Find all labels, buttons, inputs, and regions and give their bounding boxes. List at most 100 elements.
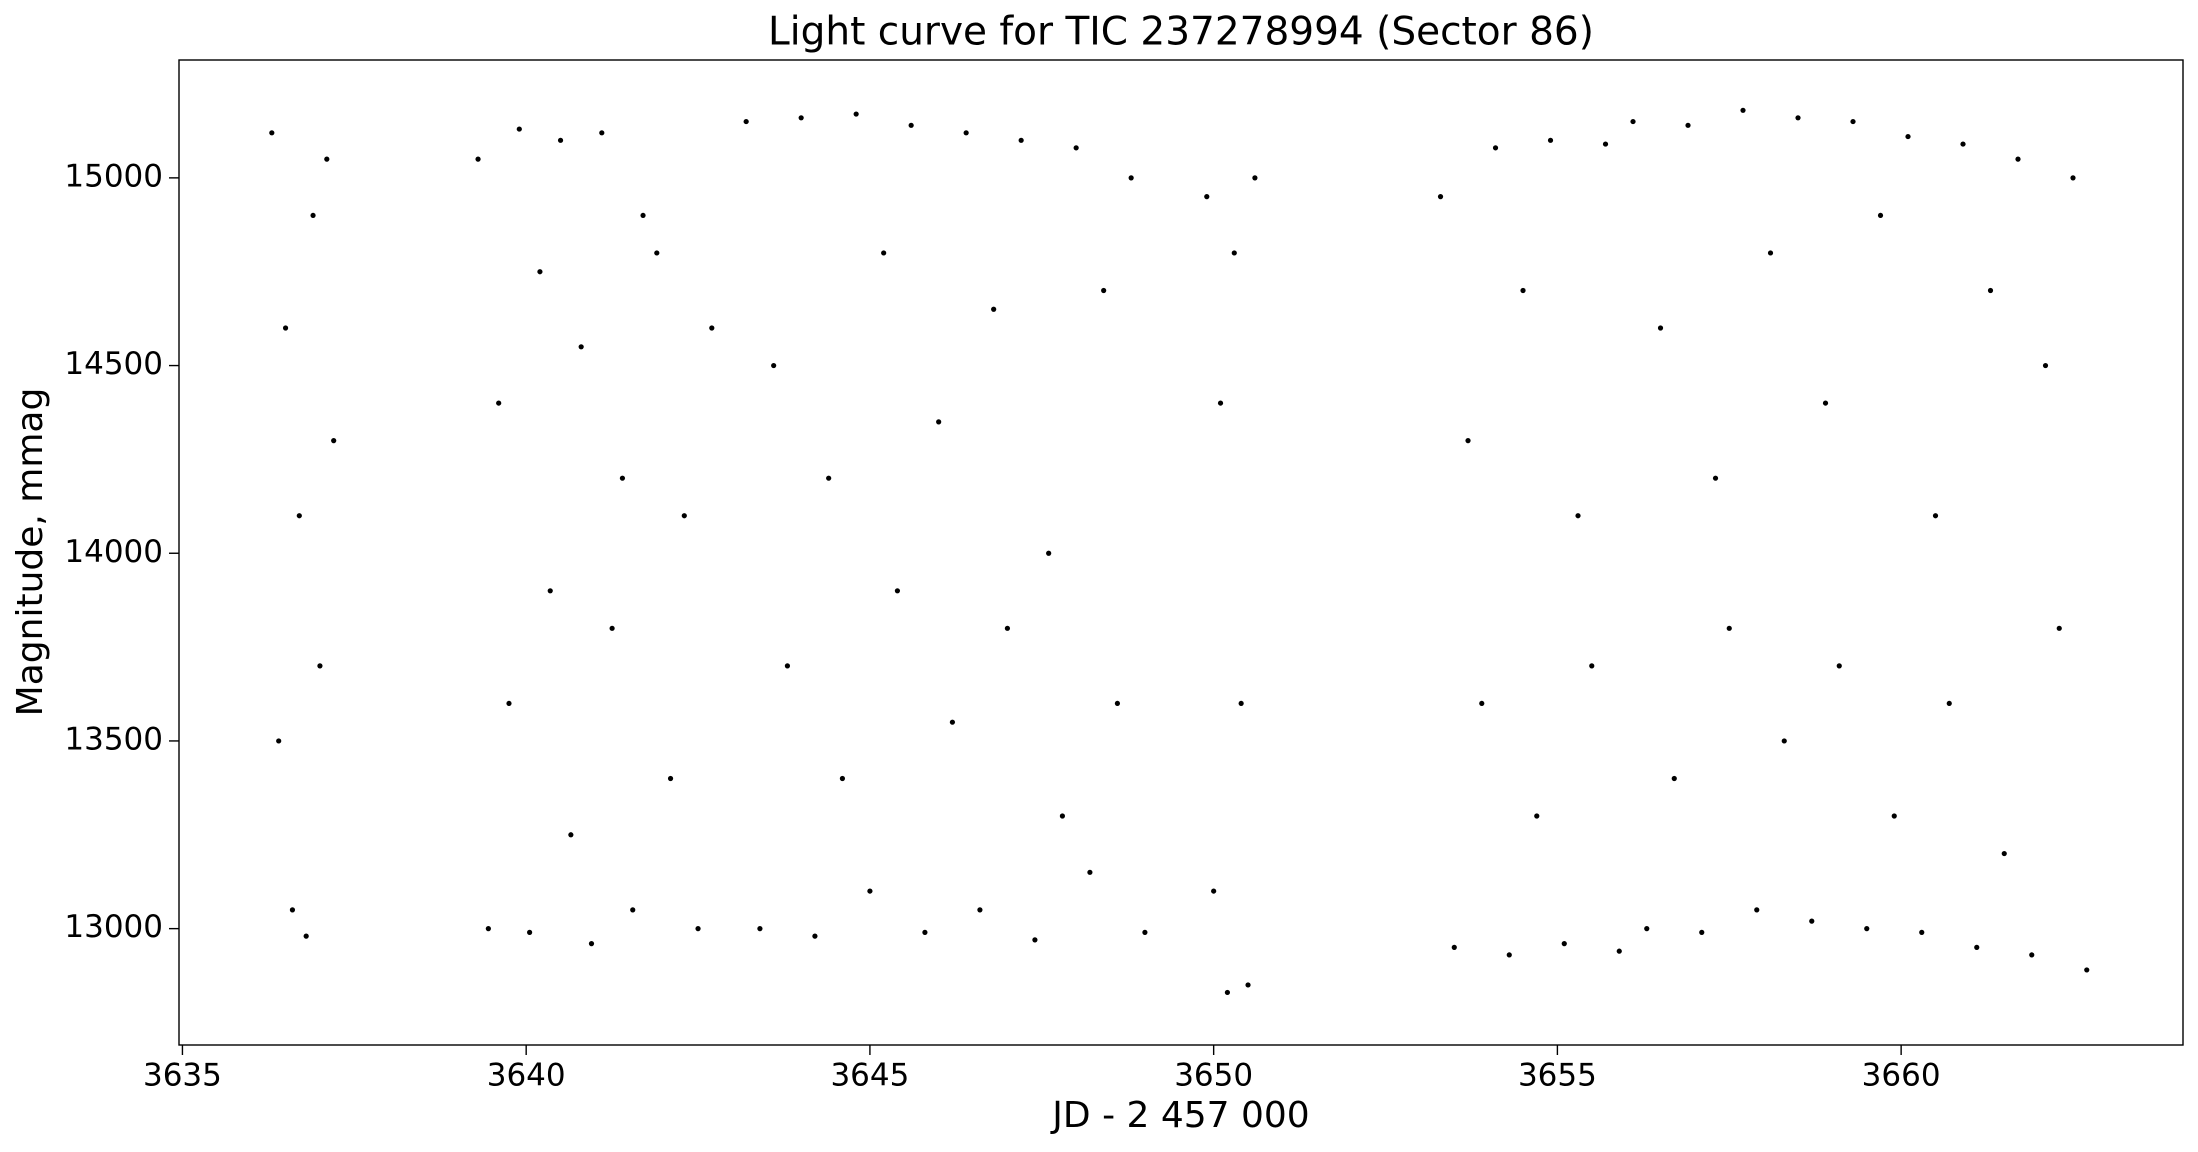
data-point <box>2070 175 2076 181</box>
data-point <box>588 941 595 947</box>
data-point <box>1932 513 1939 519</box>
data-point <box>269 130 275 136</box>
data-point <box>276 738 282 744</box>
data-point <box>1018 137 1024 143</box>
data-point <box>296 513 302 519</box>
data-point <box>1451 944 1457 951</box>
data-point <box>2001 850 2007 857</box>
data-point <box>1231 250 1237 256</box>
data-point <box>1850 118 1856 125</box>
data-point <box>922 929 928 935</box>
data-point <box>1142 929 1148 935</box>
data-point <box>1211 888 1217 894</box>
y-axis-label: Magnitude, mmag <box>10 388 51 717</box>
data-point <box>1046 550 1052 556</box>
x-tick-label: 3660 <box>1862 1058 1941 1094</box>
data-point <box>1437 194 1444 200</box>
data-point <box>475 156 481 162</box>
data-point <box>894 588 901 594</box>
data-point <box>881 250 887 256</box>
data-point <box>310 212 316 219</box>
x-tick-label: 3635 <box>143 1058 222 1094</box>
data-point <box>289 907 296 913</box>
data-point <box>1836 663 1842 669</box>
data-point <box>1891 813 1897 819</box>
data-point <box>547 588 553 594</box>
data-point <box>784 663 791 669</box>
chart-title: Light curve for TIC 237278994 (Sector 86… <box>768 10 1594 55</box>
data-point <box>1575 513 1581 519</box>
data-point <box>496 400 502 406</box>
data-point <box>1204 194 1210 200</box>
data-point <box>537 269 543 275</box>
data-point <box>324 156 330 162</box>
data-point <box>1561 941 1567 947</box>
data-point <box>1506 952 1512 958</box>
data-point <box>2084 967 2090 973</box>
data-point <box>1004 625 1011 631</box>
data-point <box>1630 118 1636 125</box>
data-point <box>826 475 832 481</box>
data-point <box>1073 145 1079 151</box>
data-point <box>1032 937 1038 943</box>
data-point <box>640 212 646 219</box>
plot-frame <box>178 59 2184 1046</box>
data-point <box>557 137 564 143</box>
data-point <box>485 926 491 932</box>
data-point <box>1520 287 1526 294</box>
x-tick-label: 3640 <box>487 1058 566 1094</box>
data-point <box>1671 775 1677 782</box>
data-point <box>1059 813 1066 819</box>
y-tick-label: 15000 <box>64 158 163 194</box>
data-point <box>1726 625 1732 631</box>
y-tick-label: 14500 <box>64 346 163 382</box>
data-point <box>654 250 660 256</box>
data-point <box>1919 929 1925 935</box>
data-point <box>1685 122 1691 128</box>
data-point <box>303 933 309 939</box>
data-point <box>2042 362 2049 369</box>
data-point <box>1087 869 1093 875</box>
data-point <box>936 419 942 425</box>
y-tick-label: 14000 <box>64 534 163 570</box>
data-point <box>757 926 763 932</box>
data-point <box>2056 625 2062 631</box>
data-point <box>609 625 615 631</box>
data-point <box>1699 929 1705 935</box>
data-point <box>1492 145 1499 151</box>
data-point <box>1644 926 1650 932</box>
data-point <box>1217 400 1224 406</box>
data-point <box>963 130 969 136</box>
data-point <box>1712 475 1719 481</box>
data-point <box>667 775 674 782</box>
data-point <box>2029 952 2035 958</box>
data-point <box>317 663 323 669</box>
data-point <box>1589 663 1595 669</box>
data-point <box>798 115 804 121</box>
data-point <box>1616 948 1622 954</box>
data-point <box>867 888 873 894</box>
data-point <box>619 475 626 481</box>
x-tick-label: 3645 <box>830 1058 909 1094</box>
data-point <box>1128 175 1134 181</box>
data-point <box>1974 944 1980 951</box>
data-point <box>1101 287 1107 294</box>
data-point <box>839 775 846 782</box>
data-point <box>1224 989 1231 996</box>
data-point <box>630 907 636 913</box>
data-point <box>1809 918 1815 924</box>
data-point <box>1602 141 1609 147</box>
data-point <box>709 325 715 331</box>
data-point <box>1657 325 1664 331</box>
x-tick-label: 3650 <box>1174 1058 1253 1094</box>
data-point <box>1114 700 1121 707</box>
data-point <box>1465 438 1471 444</box>
data-point <box>2015 156 2021 162</box>
data-point <box>1960 141 1966 147</box>
x-axis-label: JD - 2 457 000 <box>1050 1095 1309 1136</box>
y-tick-label: 13000 <box>64 909 163 945</box>
data-point <box>812 933 818 939</box>
data-point <box>1534 813 1540 819</box>
data-point <box>991 306 997 312</box>
